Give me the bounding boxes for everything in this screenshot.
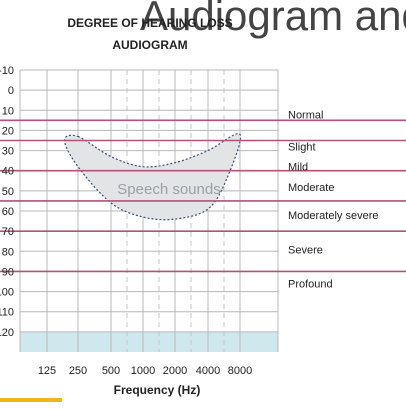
y-tick-label: 50 bbox=[2, 186, 14, 198]
x-tick-label: 8000 bbox=[228, 365, 252, 377]
y-tick-label: 20 bbox=[2, 125, 14, 137]
y-tick-label: 60 bbox=[2, 206, 14, 218]
y-tick-label: -10 bbox=[0, 65, 14, 77]
profound-shaded-region bbox=[20, 331, 278, 352]
speech-banana-label: Speech sounds bbox=[117, 181, 220, 198]
band-label: Severe bbox=[288, 244, 323, 256]
y-tick-label: 100 bbox=[0, 287, 14, 299]
y-tick-label: 10 bbox=[2, 105, 14, 117]
y-tick-label: 40 bbox=[2, 166, 14, 178]
band-label: Profound bbox=[288, 279, 333, 291]
x-tick-label: 2000 bbox=[163, 365, 187, 377]
chart-subtitle: AUDIOGRAM bbox=[112, 38, 187, 52]
x-axis-label: Frequency (Hz) bbox=[114, 383, 201, 397]
x-tick-label: 250 bbox=[69, 365, 87, 377]
y-tick-label: 110 bbox=[0, 307, 14, 319]
y-tick-label: 80 bbox=[2, 246, 14, 258]
x-tick-label: 1000 bbox=[131, 365, 155, 377]
y-tick-label: 70 bbox=[2, 226, 14, 238]
y-tick-label: 30 bbox=[2, 146, 14, 158]
speech-banana-region bbox=[63, 133, 242, 221]
slide-accent-bar bbox=[0, 398, 62, 402]
slide-title: Audiogram and bbox=[140, 0, 406, 39]
x-tick-label: 4000 bbox=[196, 365, 220, 377]
y-tick-label: 120 bbox=[0, 327, 14, 339]
band-label: Slight bbox=[288, 142, 316, 154]
band-label: Moderately severe bbox=[288, 210, 379, 222]
band-label: Mild bbox=[288, 162, 308, 174]
band-label: Moderate bbox=[288, 182, 334, 194]
x-tick-label: 500 bbox=[102, 365, 120, 377]
x-tick-label: 125 bbox=[38, 365, 56, 377]
band-label: Normal bbox=[288, 109, 323, 121]
y-tick-label: 0 bbox=[8, 85, 14, 97]
chart-title: DEGREE OF HEARING LOSS bbox=[67, 16, 232, 30]
y-tick-label: 90 bbox=[2, 266, 14, 278]
